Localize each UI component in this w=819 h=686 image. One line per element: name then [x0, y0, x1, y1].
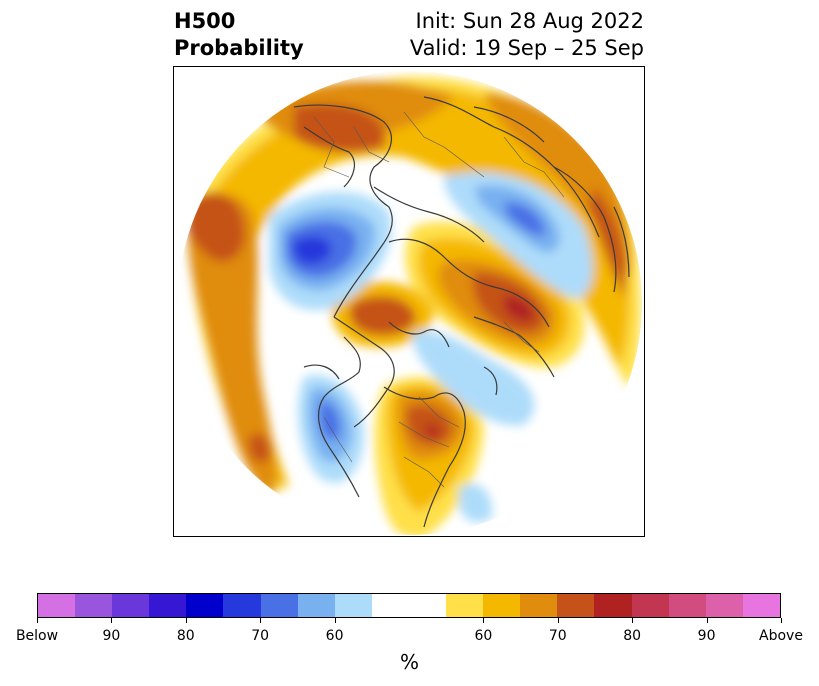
colorbar-tick-label: 80 — [623, 628, 642, 644]
map-title-right: Init: Sun 28 Aug 2022 Valid: 19 Sep – 25… — [410, 8, 644, 62]
colorbar-tick-label: 70 — [251, 628, 270, 644]
colorbar-tick-mark — [111, 618, 112, 623]
colorbar-tick-label: Below — [15, 628, 59, 644]
colorbar-tick-label: 60 — [325, 628, 344, 644]
colorbar-segment-10 — [446, 594, 484, 617]
colorbar-segment-17 — [705, 594, 743, 617]
product-label: Probability — [174, 36, 304, 60]
colorbar-segment-6 — [260, 594, 298, 617]
colorbar-tick-label: Above — [759, 628, 803, 644]
colorbar-segment-16 — [668, 594, 706, 617]
colorbar-tick-label: 80 — [176, 628, 195, 644]
colorbar-segment-3 — [149, 594, 187, 617]
colorbar-segment-14 — [594, 594, 632, 617]
colorbar-segment-2 — [112, 594, 150, 617]
colorbar-segment-8 — [334, 594, 372, 617]
colorbar-tick-label: 90 — [102, 628, 121, 644]
colorbar-segment-13 — [557, 594, 595, 617]
map-title-left: H500 Probability — [174, 8, 304, 62]
colorbar-tick-mark — [186, 618, 187, 623]
colorbar-segment-9 — [371, 594, 447, 617]
probability-map — [173, 66, 645, 537]
colorbar-segment-4 — [186, 594, 224, 617]
colorbar-segment-15 — [631, 594, 669, 617]
colorbar-tick-mark — [632, 618, 633, 623]
colorbar-tick-mark — [483, 618, 484, 623]
colorbar-tick-mark — [335, 618, 336, 623]
valid-label: Valid: 19 Sep – 25 Sep — [409, 36, 644, 60]
colorbar-tick-label: 70 — [548, 628, 567, 644]
political-borders — [313, 111, 565, 488]
map-canvas — [178, 71, 642, 535]
colorbar-tick-mark — [558, 618, 559, 623]
colorbar-segment-1 — [75, 594, 113, 617]
coastlines — [293, 96, 630, 528]
colorbar-tick-label: 60 — [474, 628, 493, 644]
colorbar-unit-label: % — [399, 650, 419, 674]
colorbar — [37, 593, 781, 618]
colorbar-tick-mark — [781, 618, 782, 623]
init-label: Init: Sun 28 Aug 2022 — [415, 9, 644, 33]
colorbar-tick-label: 90 — [697, 628, 716, 644]
colorbar-segment-7 — [297, 594, 335, 617]
colorbar-tick-mark — [707, 618, 708, 623]
colorbar-segment-18 — [742, 594, 780, 617]
colorbar-segment-5 — [223, 594, 261, 617]
variable-label: H500 — [174, 9, 236, 33]
colorbar-segment-0 — [38, 594, 76, 617]
colorbar-tick-mark — [37, 618, 38, 623]
colorbar-segment-11 — [483, 594, 521, 617]
colorbar-segment-12 — [520, 594, 558, 617]
colorbar-tick-mark — [260, 618, 261, 623]
